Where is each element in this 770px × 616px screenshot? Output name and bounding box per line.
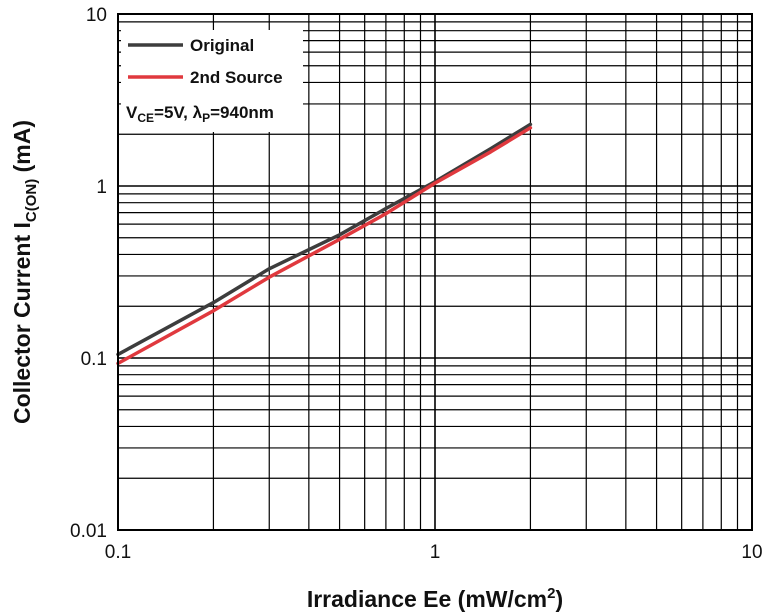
legend-label-2nd-source: 2nd Source [190, 68, 283, 87]
x-tick-label: 0.1 [105, 542, 131, 563]
x-tick-label: 1 [430, 542, 441, 563]
series-line-2nd-source [116, 126, 533, 366]
x-axis-title: Irradiance Ee (mW/cm2) [307, 585, 563, 612]
plot-frame [117, 13, 753, 531]
y-tick-label: 10 [86, 5, 107, 26]
series-line-original [116, 122, 533, 357]
x-tick-label: 10 [741, 542, 762, 563]
legend-label-original: Original [190, 36, 254, 55]
condition-annotation: VCE=5V, λP=940nm [126, 103, 274, 125]
series-lines [116, 122, 533, 366]
y-tick-label: 0.01 [70, 521, 107, 542]
y-tick-label: 1 [96, 177, 107, 198]
y-axis-title: Collector Current IC(ON) (mA) [9, 120, 40, 424]
legend-box [121, 30, 303, 132]
y-tick-label: 0.1 [81, 349, 107, 370]
grid [118, 14, 752, 530]
legend: Original 2nd Source VCE=5V, λP=940nm [121, 30, 303, 132]
